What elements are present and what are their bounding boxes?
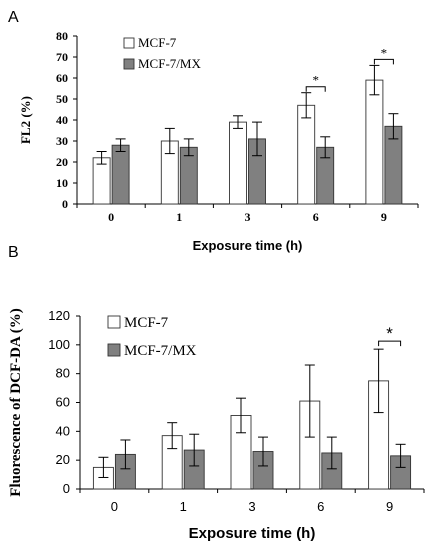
y-tick-label: 70 bbox=[56, 50, 68, 64]
legend-label: MCF-7 bbox=[138, 35, 177, 50]
y-tick-label: 120 bbox=[48, 308, 70, 323]
y-tick-label: 20 bbox=[56, 452, 70, 467]
y-tick-label: 0 bbox=[63, 481, 70, 496]
y-tick-label: 80 bbox=[56, 29, 68, 43]
x-axis-label: Exposure time (h) bbox=[189, 525, 316, 542]
x-axis-label: Exposure time (h) bbox=[193, 238, 303, 253]
y-tick-label: 0 bbox=[62, 197, 68, 211]
legend-label: MCF-7/MX bbox=[138, 56, 201, 71]
significance-bracket bbox=[305, 86, 326, 92]
y-tick-label: 30 bbox=[56, 134, 68, 148]
legend-label: MCF-7 bbox=[124, 315, 169, 331]
significance-marker: * bbox=[381, 45, 388, 60]
y-tick-label: 60 bbox=[56, 71, 68, 85]
chart-a: 0 10 20 30 40 50 60 70 80 0 1 3 6 9 * * MCF-7 MCF-7/MX Exp… bbox=[18, 29, 419, 253]
legend-swatch bbox=[107, 343, 121, 357]
y-tick-label: 40 bbox=[56, 423, 70, 438]
legend-swatch bbox=[123, 37, 135, 49]
panel-a-label: A bbox=[8, 9, 19, 26]
x-tick-label: 6 bbox=[313, 210, 319, 224]
bar-mcf-7-mx bbox=[111, 144, 130, 205]
x-tick-label: 1 bbox=[176, 210, 182, 224]
panel-b-label: B bbox=[8, 244, 19, 261]
bar-mcf-7 bbox=[229, 121, 247, 205]
significance-marker: * bbox=[312, 73, 319, 88]
y-axis-label: Fluorescence of DCF-DA (%) bbox=[8, 308, 24, 496]
y-tick-label: 50 bbox=[56, 92, 68, 106]
significance-bracket bbox=[373, 58, 394, 65]
x-tick-label: 6 bbox=[317, 499, 324, 514]
y-tick-label: 60 bbox=[56, 395, 70, 410]
legend-swatch bbox=[107, 315, 121, 329]
x-tick-label: 9 bbox=[386, 499, 393, 514]
x-tick-label: 1 bbox=[180, 499, 187, 514]
x-tick-label: 0 bbox=[111, 499, 118, 514]
legend-label: MCF-7/MX bbox=[124, 343, 197, 359]
x-tick-label: 3 bbox=[248, 499, 255, 514]
significance-marker: * bbox=[386, 324, 393, 343]
chart-b: 0 20 40 60 80 100 120 0 1 3 6 9 * MCF-7 MCF-7/MX Exposu… bbox=[8, 308, 425, 542]
x-tick-label: 9 bbox=[381, 210, 387, 224]
y-tick-label: 80 bbox=[56, 366, 70, 381]
x-tick-label: 0 bbox=[108, 210, 114, 224]
y-tick-label: 100 bbox=[48, 337, 70, 352]
x-tick-label: 3 bbox=[245, 210, 251, 224]
y-tick-label: 40 bbox=[56, 113, 68, 127]
y-tick-label: 20 bbox=[56, 155, 68, 169]
legend-swatch bbox=[123, 58, 135, 70]
y-tick-label: 10 bbox=[56, 176, 68, 190]
significance-bracket bbox=[378, 340, 402, 347]
y-axis-label: FL2 (%) bbox=[18, 96, 33, 144]
bar-mcf-7 bbox=[365, 79, 384, 205]
bar-mcf-7 bbox=[297, 104, 316, 205]
bar-mcf-7 bbox=[92, 157, 111, 205]
